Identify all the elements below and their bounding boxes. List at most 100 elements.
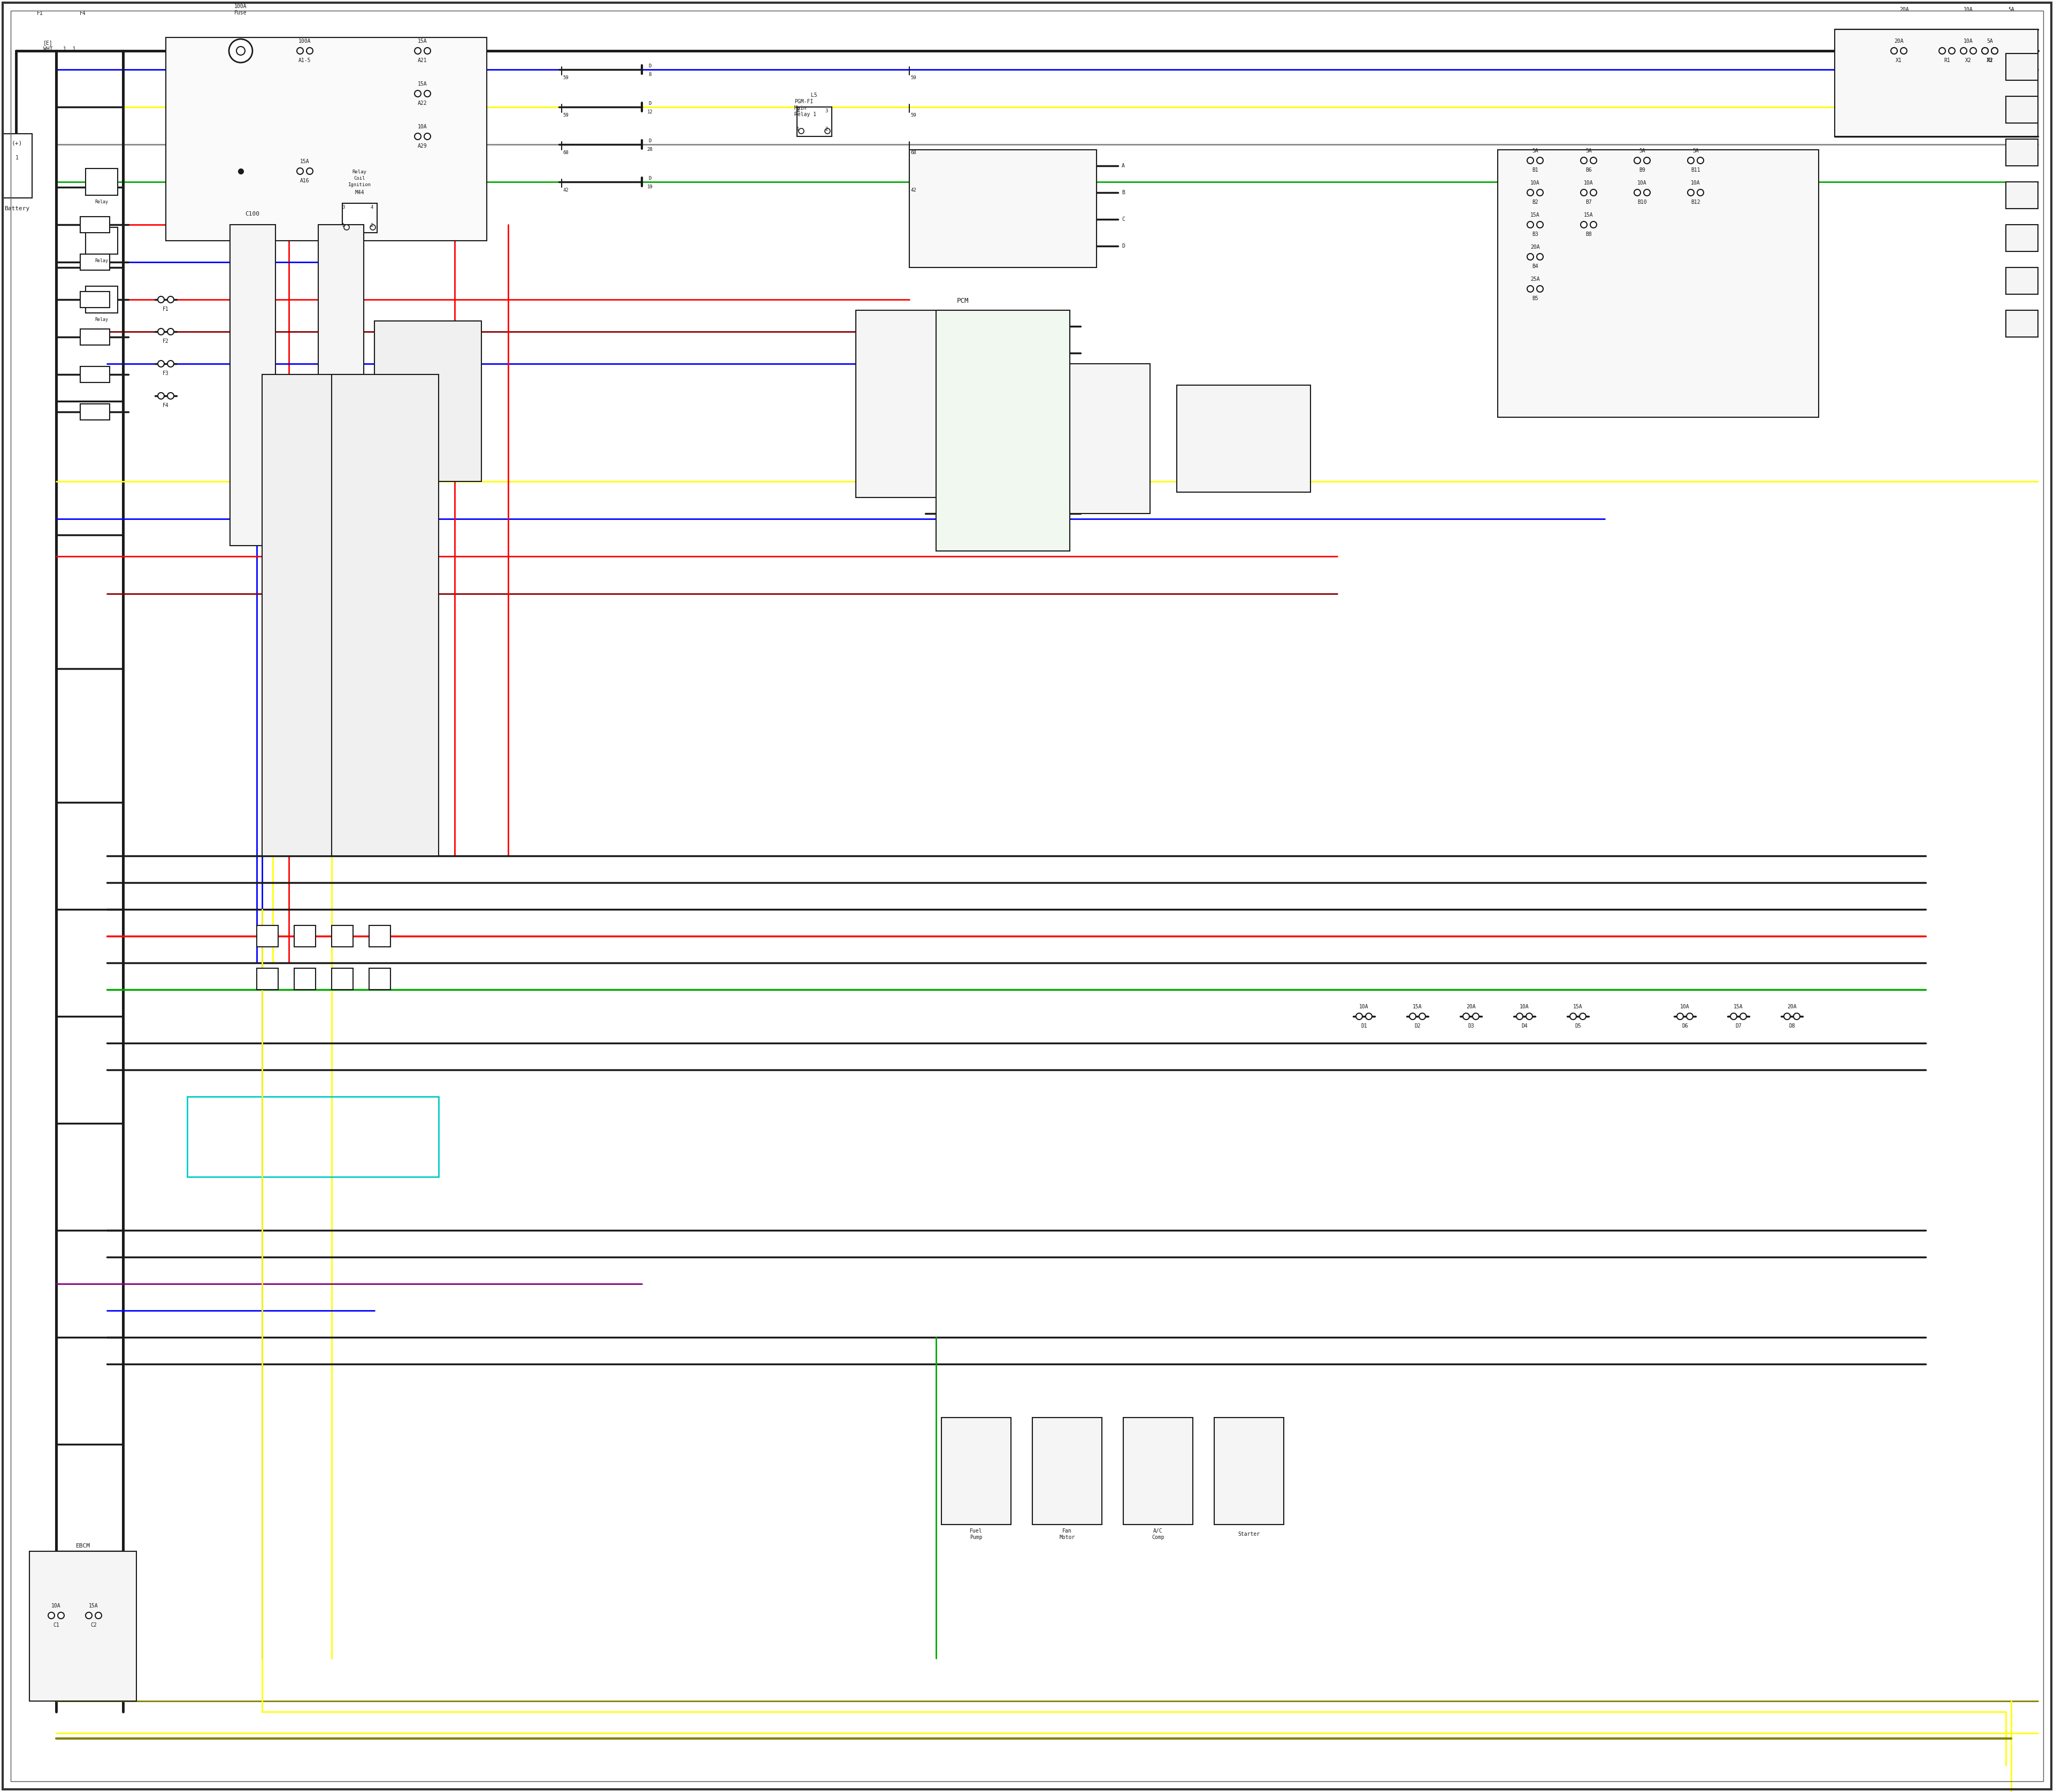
- Text: 12: 12: [647, 109, 653, 115]
- Circle shape: [1688, 190, 1695, 195]
- Text: R2: R2: [1986, 57, 1992, 63]
- Text: X1: X1: [1896, 57, 1902, 63]
- Circle shape: [1982, 48, 1988, 54]
- Bar: [257, 968, 277, 989]
- Text: PCM: PCM: [957, 297, 969, 305]
- Bar: [374, 321, 481, 482]
- Circle shape: [1982, 48, 1988, 54]
- Circle shape: [1516, 1012, 1522, 1020]
- Circle shape: [1526, 1012, 1532, 1020]
- Text: 42: 42: [563, 188, 569, 192]
- Circle shape: [306, 168, 312, 174]
- Text: 15A: 15A: [300, 159, 310, 165]
- Circle shape: [1536, 285, 1543, 292]
- Text: D7: D7: [1736, 1023, 1742, 1029]
- Text: B4: B4: [1532, 263, 1538, 269]
- Text: 15A: 15A: [1734, 1004, 1744, 1009]
- Circle shape: [1526, 190, 1534, 195]
- Text: F2: F2: [162, 339, 168, 344]
- Text: D: D: [649, 176, 651, 181]
- Text: B11: B11: [1690, 167, 1701, 172]
- Text: 10A: 10A: [1530, 181, 1540, 186]
- Circle shape: [1783, 1012, 1791, 1020]
- Text: C100: C100: [244, 211, 259, 217]
- Circle shape: [1900, 48, 1906, 54]
- Text: Fuel
Pump: Fuel Pump: [969, 1529, 982, 1539]
- Text: 25A: 25A: [1530, 276, 1540, 281]
- Text: Relay 1: Relay 1: [795, 111, 815, 116]
- Circle shape: [1992, 48, 1999, 54]
- Bar: [857, 310, 1070, 498]
- Circle shape: [58, 1613, 64, 1618]
- Text: F4: F4: [162, 403, 168, 409]
- Text: Starter: Starter: [1239, 1532, 1259, 1538]
- Text: 59: 59: [563, 75, 569, 81]
- Text: 2: 2: [370, 224, 374, 228]
- Bar: [29, 1552, 136, 1701]
- Text: 10A: 10A: [1964, 38, 1974, 43]
- Bar: [2007, 181, 2038, 208]
- Bar: [370, 968, 390, 989]
- Text: 15A: 15A: [1413, 1004, 1421, 1009]
- Circle shape: [1526, 222, 1534, 228]
- Text: F3: F3: [162, 371, 168, 376]
- Text: D1: D1: [1362, 1023, 1368, 1029]
- Bar: [1834, 29, 2038, 136]
- Text: D4: D4: [1522, 1023, 1528, 1029]
- Text: 19: 19: [647, 185, 653, 190]
- Text: 68: 68: [563, 151, 569, 154]
- Circle shape: [1462, 1012, 1469, 1020]
- Bar: [343, 202, 378, 233]
- Text: 10A: 10A: [51, 1604, 62, 1609]
- Circle shape: [158, 296, 164, 303]
- Text: 59: 59: [910, 75, 916, 81]
- Circle shape: [168, 328, 175, 335]
- Text: D: D: [1121, 244, 1126, 249]
- Text: Relay: Relay: [94, 258, 109, 263]
- Bar: [318, 224, 364, 545]
- Circle shape: [1676, 1012, 1684, 1020]
- Text: A/C
Comp: A/C Comp: [1152, 1529, 1165, 1539]
- Text: B2: B2: [1532, 199, 1538, 204]
- Bar: [331, 968, 353, 989]
- Text: D6: D6: [1682, 1023, 1688, 1029]
- Text: D3: D3: [1469, 1023, 1475, 1029]
- Bar: [941, 1417, 1011, 1525]
- Text: C: C: [1121, 217, 1126, 222]
- Circle shape: [1729, 1012, 1738, 1020]
- Circle shape: [1590, 222, 1596, 228]
- Bar: [86, 168, 117, 195]
- Text: Relay: Relay: [94, 317, 109, 323]
- Text: D2: D2: [1415, 1023, 1421, 1029]
- Text: 15A: 15A: [88, 1604, 99, 1609]
- Bar: [86, 287, 117, 314]
- Text: 59: 59: [910, 113, 916, 118]
- Bar: [331, 375, 440, 857]
- Circle shape: [425, 133, 431, 140]
- Circle shape: [1635, 190, 1641, 195]
- Text: L5: L5: [811, 93, 817, 99]
- Circle shape: [158, 392, 164, 400]
- Text: 20A: 20A: [1530, 244, 1540, 249]
- Bar: [294, 925, 316, 946]
- Text: Ignition: Ignition: [347, 183, 372, 188]
- Text: B8: B8: [1586, 231, 1592, 237]
- Circle shape: [298, 48, 304, 54]
- Circle shape: [168, 296, 175, 303]
- Text: 42: 42: [910, 188, 916, 192]
- Circle shape: [1970, 48, 1976, 54]
- Bar: [1214, 1417, 1284, 1525]
- Text: 15A: 15A: [417, 81, 427, 86]
- Text: 3: 3: [826, 109, 828, 113]
- Text: R1: R1: [1943, 57, 1949, 63]
- Circle shape: [343, 224, 349, 229]
- Text: D: D: [649, 65, 651, 68]
- Text: 15A: 15A: [1584, 213, 1594, 217]
- Text: 10A: 10A: [1360, 1004, 1368, 1009]
- Circle shape: [1526, 253, 1534, 260]
- Text: A: A: [1121, 163, 1126, 168]
- Circle shape: [1536, 158, 1543, 163]
- Bar: [2007, 97, 2038, 124]
- Circle shape: [425, 48, 431, 54]
- Circle shape: [1697, 158, 1703, 163]
